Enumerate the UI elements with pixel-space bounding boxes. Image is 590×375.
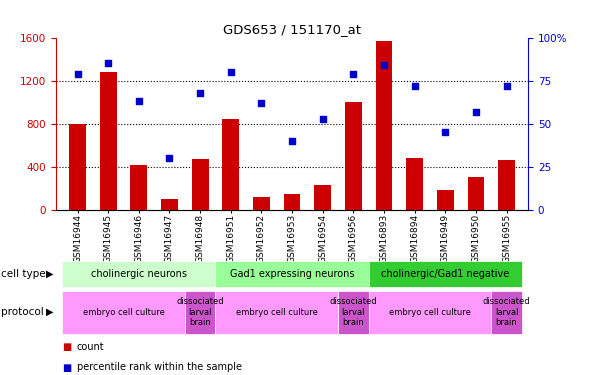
Text: ■: ■ <box>62 342 71 352</box>
Text: count: count <box>77 342 104 352</box>
Bar <box>192 159 208 210</box>
Point <box>349 71 358 77</box>
Bar <box>376 41 392 210</box>
Bar <box>314 185 331 210</box>
Bar <box>407 158 423 210</box>
Text: ▶: ▶ <box>45 269 53 279</box>
Text: ▶: ▶ <box>45 307 53 317</box>
Bar <box>253 197 270 210</box>
Point <box>195 90 205 96</box>
Text: dissociated
larval
brain: dissociated larval brain <box>176 297 224 327</box>
Title: GDS653 / 151170_at: GDS653 / 151170_at <box>223 23 361 36</box>
Bar <box>498 160 515 210</box>
Bar <box>284 194 300 210</box>
Bar <box>100 72 117 210</box>
Bar <box>437 189 454 210</box>
Bar <box>222 120 239 210</box>
Bar <box>467 177 484 210</box>
Point <box>226 69 235 75</box>
Text: protocol: protocol <box>1 307 44 317</box>
Bar <box>69 124 86 210</box>
Point <box>379 62 389 68</box>
Point <box>134 98 143 104</box>
Point <box>318 116 327 122</box>
Text: dissociated
larval
brain: dissociated larval brain <box>330 297 377 327</box>
Point <box>287 138 297 144</box>
Bar <box>161 199 178 210</box>
Text: embryo cell culture: embryo cell culture <box>236 308 317 316</box>
Text: percentile rank within the sample: percentile rank within the sample <box>77 363 242 372</box>
Bar <box>345 102 362 210</box>
Point <box>165 155 174 161</box>
Point <box>257 100 266 106</box>
Text: embryo cell culture: embryo cell culture <box>389 308 471 316</box>
Text: cholinergic neurons: cholinergic neurons <box>91 269 187 279</box>
Bar <box>130 165 148 210</box>
Text: cell type: cell type <box>1 269 46 279</box>
Text: Gad1 expressing neurons: Gad1 expressing neurons <box>230 269 355 279</box>
Text: dissociated
larval
brain: dissociated larval brain <box>483 297 530 327</box>
Point <box>471 109 481 115</box>
Point <box>73 71 82 77</box>
Text: embryo cell culture: embryo cell culture <box>83 308 165 316</box>
Text: cholinergic/Gad1 negative: cholinergic/Gad1 negative <box>381 269 509 279</box>
Point <box>410 83 419 89</box>
Point <box>441 129 450 135</box>
Text: ■: ■ <box>62 363 71 372</box>
Point <box>103 60 113 66</box>
Point <box>502 83 512 89</box>
